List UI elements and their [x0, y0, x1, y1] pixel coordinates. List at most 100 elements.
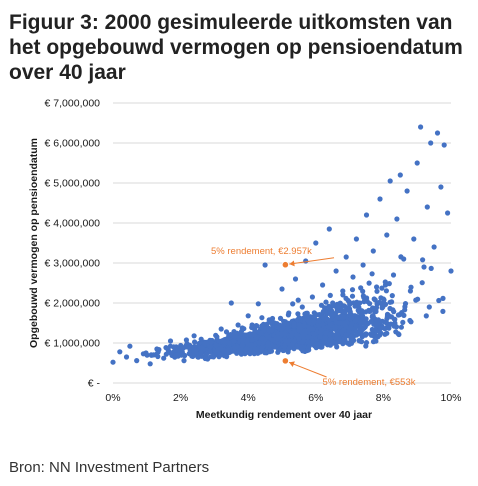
y-tick-label: € 3,000,000 — [45, 258, 101, 270]
data-point — [166, 349, 172, 355]
annotation-label: 5% rendement, €2.957k — [211, 246, 312, 257]
data-point — [274, 335, 280, 342]
data-point — [379, 285, 385, 291]
data-point — [256, 340, 262, 346]
data-point — [320, 308, 326, 315]
data-point — [191, 333, 197, 339]
annotation-point — [281, 357, 289, 365]
data-point — [349, 287, 356, 293]
data-point — [252, 346, 258, 352]
data-point — [402, 301, 409, 307]
data-point — [431, 244, 437, 250]
data-point — [420, 257, 426, 263]
y-tick-label: € 1,000,000 — [45, 338, 101, 350]
data-point — [333, 331, 340, 338]
data-point — [317, 334, 323, 340]
data-point — [292, 276, 299, 282]
data-point — [290, 301, 296, 307]
data-point — [286, 310, 292, 316]
data-point — [440, 295, 446, 301]
data-point — [318, 327, 324, 333]
data-point — [340, 314, 346, 320]
data-point — [305, 339, 311, 345]
x-tick-label: 8% — [376, 392, 391, 404]
data-point — [408, 319, 414, 325]
data-point — [296, 325, 303, 331]
x-axis-ticks: 0% 2% 4% 6% 8% 10% — [105, 392, 461, 404]
data-point — [269, 318, 275, 324]
data-point — [140, 351, 146, 357]
data-point — [373, 308, 379, 315]
source-note: Bron: NN Investment Partners — [9, 459, 210, 476]
y-tick-label: € 6,000,000 — [45, 138, 101, 150]
data-point — [445, 210, 451, 216]
data-point — [418, 124, 424, 130]
figure-title: Figuur 3: 2000 gesimuleerde uitkomsten v… — [9, 11, 463, 84]
data-point — [299, 339, 305, 345]
data-point — [196, 340, 202, 347]
data-point — [175, 346, 182, 352]
data-point — [215, 347, 221, 353]
data-point — [265, 334, 272, 340]
data-point — [228, 300, 234, 306]
data-point — [349, 293, 356, 299]
y-tick-label: € 5,000,000 — [45, 178, 101, 190]
data-point — [221, 353, 228, 359]
data-point — [424, 204, 430, 210]
data-point — [346, 329, 352, 335]
data-point — [313, 240, 319, 246]
data-point — [347, 312, 353, 318]
data-point — [306, 343, 312, 350]
data-point — [329, 308, 335, 314]
data-point — [311, 331, 317, 337]
data-point — [304, 310, 310, 316]
x-tick-label: 6% — [308, 392, 323, 404]
data-point — [326, 226, 332, 232]
data-point — [311, 318, 317, 324]
data-point — [448, 268, 454, 274]
data-point — [244, 338, 250, 344]
data-point — [319, 321, 325, 327]
data-point — [320, 282, 326, 288]
scatter-chart: € - € 1,000,000 € 2,000,000 € 3,000,000 € 4,… — [28, 98, 462, 422]
data-point — [341, 327, 347, 333]
data-point — [340, 288, 346, 294]
data-point — [370, 339, 377, 345]
data-point — [203, 351, 209, 358]
data-point — [295, 297, 301, 303]
data-point — [184, 344, 190, 350]
data-point — [334, 344, 340, 350]
data-point — [154, 346, 160, 352]
data-point — [134, 358, 140, 364]
data-point — [394, 216, 400, 222]
data-point — [384, 232, 390, 238]
data-point — [294, 317, 301, 323]
data-point — [199, 345, 205, 351]
data-point — [333, 268, 339, 274]
data-point — [363, 212, 370, 218]
x-tick-label: 0% — [105, 392, 120, 404]
data-point — [374, 288, 380, 294]
data-point — [357, 319, 363, 325]
data-point — [426, 304, 432, 310]
data-point — [353, 236, 359, 242]
data-point — [374, 318, 380, 324]
data-point — [423, 313, 429, 319]
data-point — [343, 332, 349, 338]
data-point — [350, 274, 356, 280]
data-point — [253, 323, 259, 329]
data-point — [389, 299, 395, 305]
data-point — [309, 338, 316, 344]
data-point — [419, 280, 425, 286]
data-point — [326, 303, 332, 309]
data-point — [242, 332, 248, 338]
data-point — [323, 330, 329, 336]
data-point — [282, 338, 288, 344]
y-tick-label: € 4,000,000 — [45, 218, 101, 230]
data-point — [192, 339, 198, 345]
y-axis-ticks: € - € 1,000,000 € 2,000,000 € 3,000,000 € 4,… — [45, 98, 101, 390]
data-point — [281, 321, 287, 327]
data-point — [259, 315, 265, 321]
data-point — [306, 326, 312, 332]
x-axis-label: Meetkundig rendement over 40 jaar — [196, 409, 372, 421]
